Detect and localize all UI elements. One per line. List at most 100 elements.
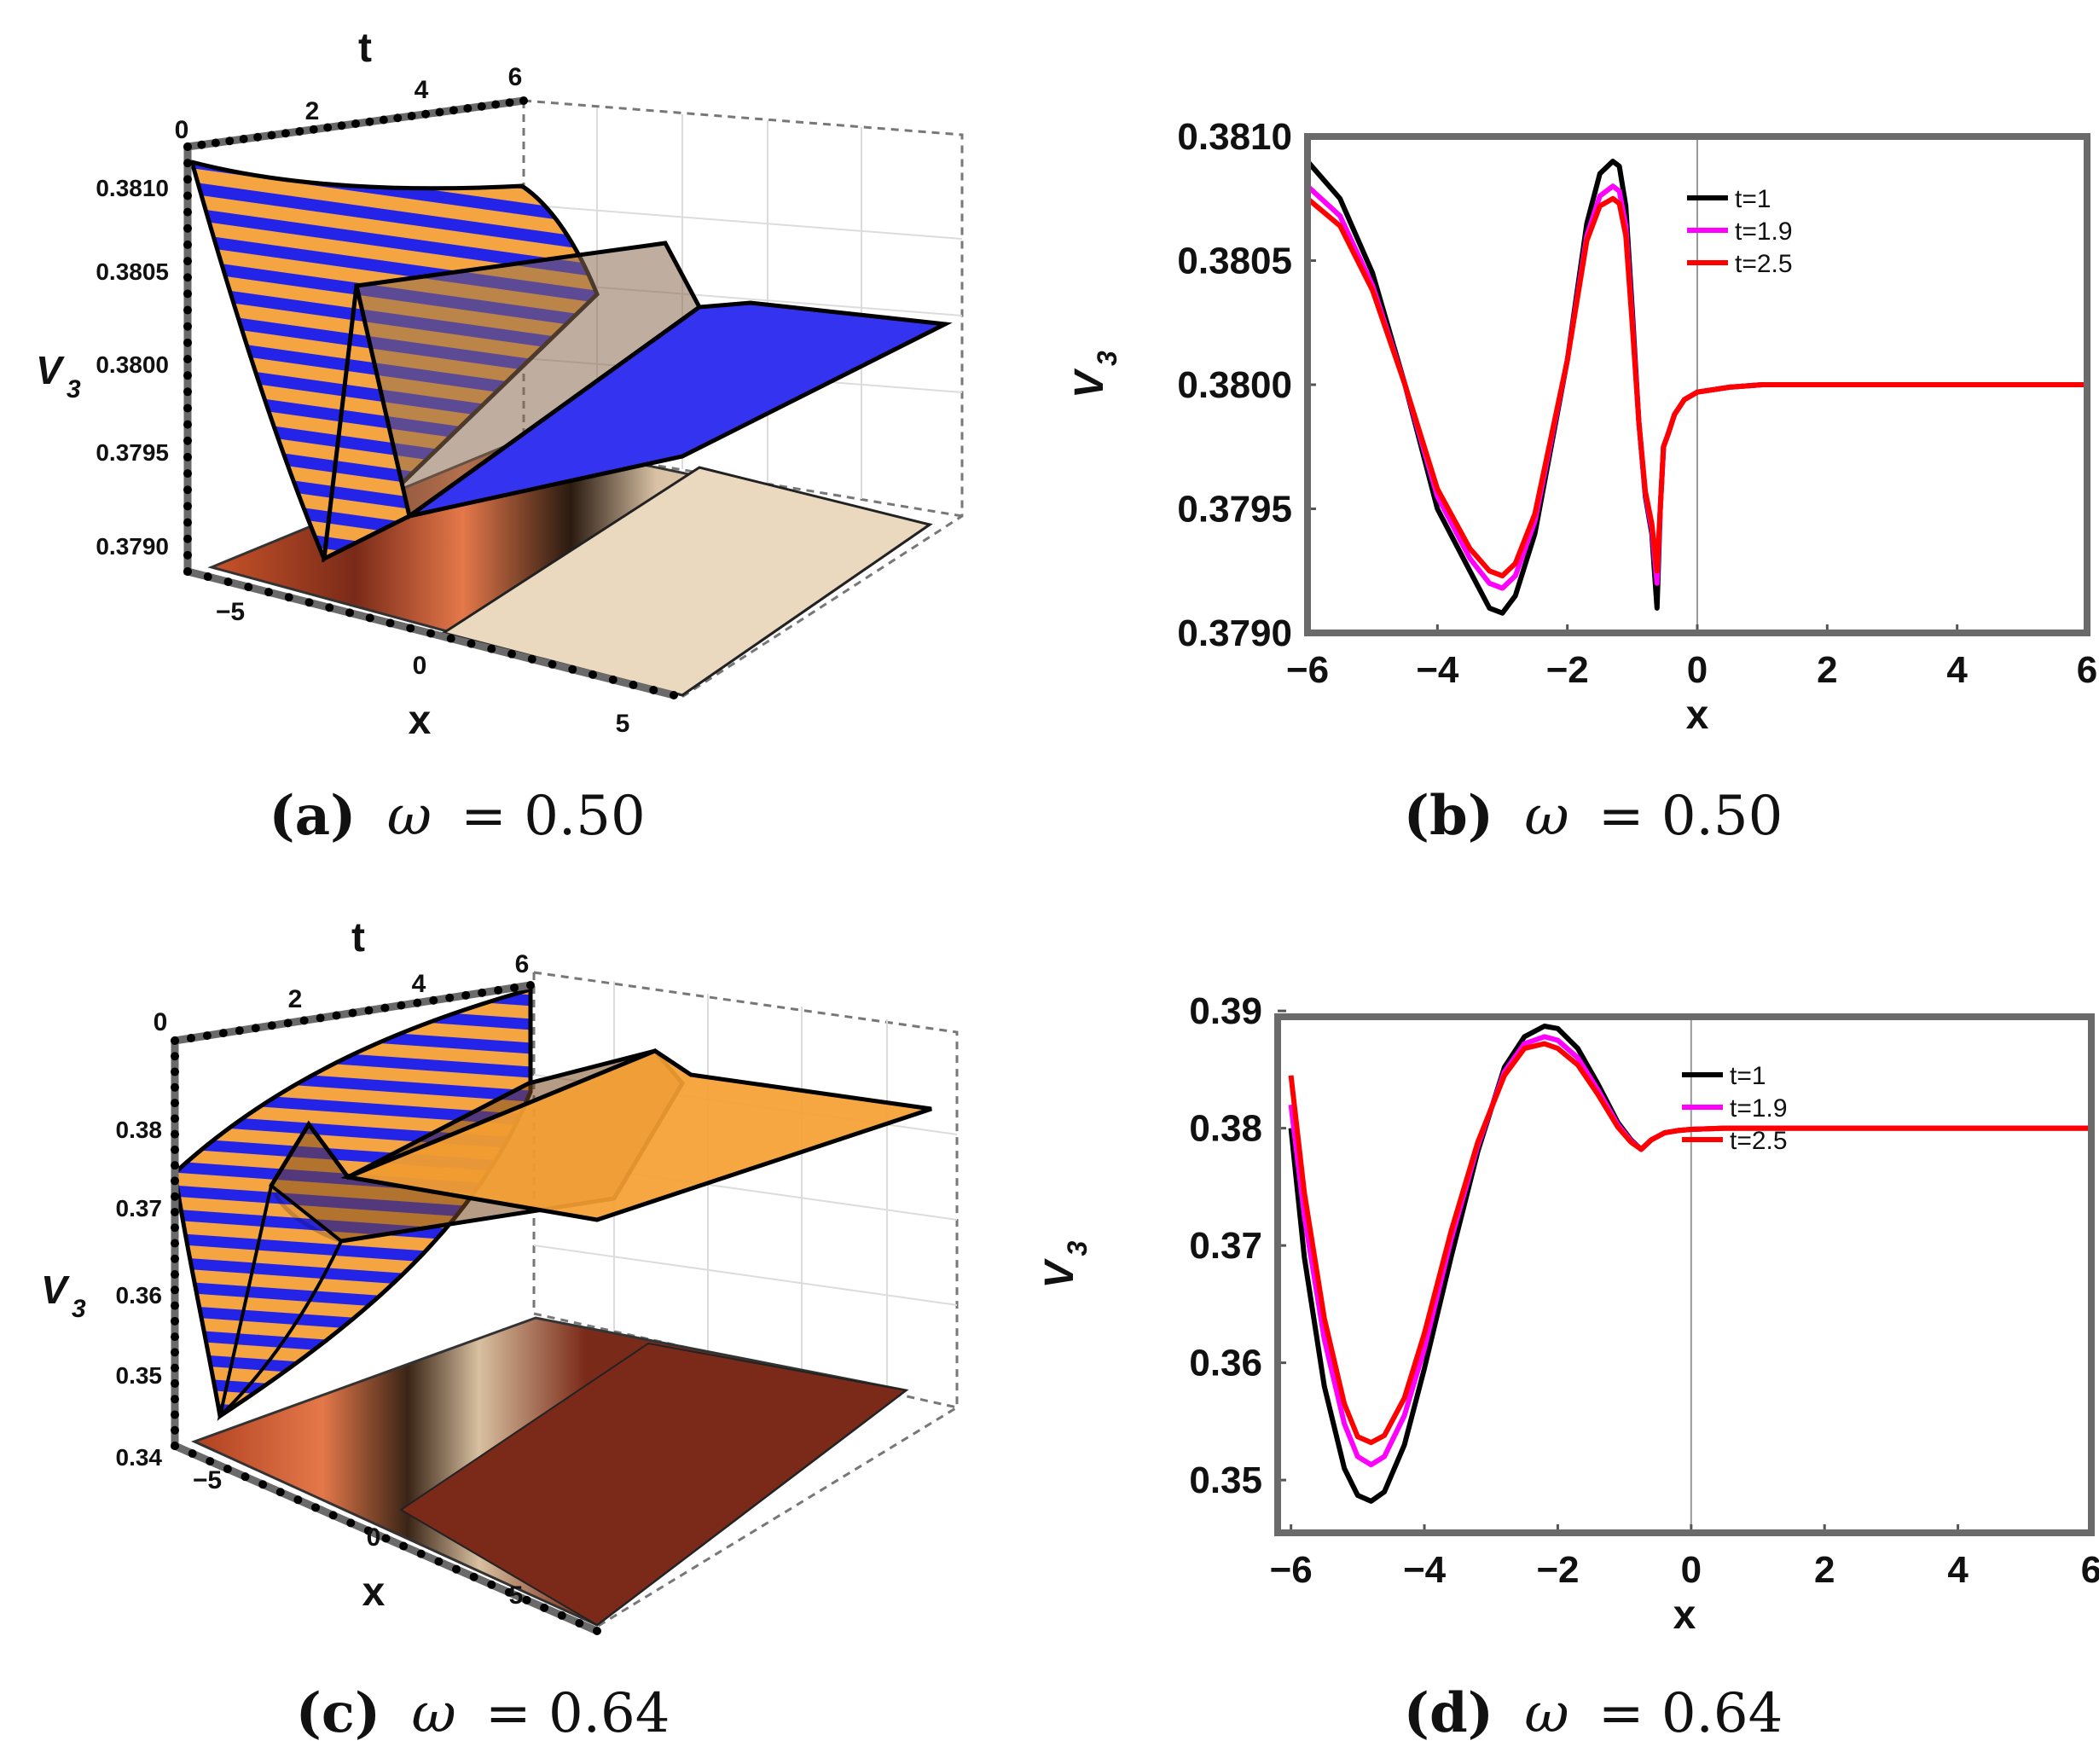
- panel-c-t-tick-dot: [461, 990, 471, 1000]
- panel-c-t-tick-dot: [429, 995, 438, 1005]
- panel-d-y-tick-label: 0.38: [1189, 1108, 1262, 1150]
- caption-c: (c) ω = 0.64: [296, 1681, 670, 1745]
- panel-a-z-tick-dot: [183, 534, 192, 543]
- panel-a-x-tick-dot: [426, 629, 435, 638]
- panel-c-z-tick-dot: [171, 1301, 179, 1310]
- panel-c-z-tick-dot: [171, 1099, 179, 1108]
- panel-a-z-tick-dot: [183, 403, 192, 413]
- panel-c-z-tick: 0.36: [116, 1282, 163, 1308]
- panel-a-x-tick-dot: [345, 608, 354, 618]
- panel-d-x-tick-label: 0: [1681, 1549, 1702, 1591]
- panel-a-t-tick-dot: [491, 100, 501, 109]
- panel-c-x-tick-dot: [487, 1580, 496, 1589]
- panel-a-x-tick-dot: [467, 639, 476, 648]
- panel-a-x-tick-dot: [487, 644, 496, 653]
- panel-d-y-tick-label: 0.36: [1189, 1343, 1262, 1384]
- panel-b-x-tick-label: −4: [1416, 649, 1459, 691]
- panel-c-z-ticks: 0.38 0.37 0.36 0.35 0.34: [116, 1117, 163, 1471]
- panel-c-x-tick-dot: [346, 1518, 356, 1528]
- panel-d-x-tick-label: −2: [1536, 1549, 1579, 1591]
- panel-c-x-ticks: −5 0 5: [193, 1466, 523, 1610]
- panel-a-t-tick-dot: [281, 129, 290, 138]
- caption-c-value: = 0.64: [485, 1682, 670, 1745]
- panel-c-x-tick-dot: [522, 1595, 531, 1604]
- caption-d-value: = 0.64: [1598, 1682, 1783, 1745]
- panel-c-t-tick-dot: [348, 1008, 357, 1018]
- panel-a-t-tick-dot: [337, 121, 346, 131]
- panel-a-t-tick: 4: [415, 76, 429, 104]
- panel-c-t-tick-dot: [267, 1021, 276, 1030]
- panel-c-x-tick-dot: [258, 1480, 268, 1489]
- panel-c-t-tick-dot: [445, 993, 455, 1002]
- panel-c-z-tick-dot: [171, 1114, 179, 1123]
- panel-a-z-tick-dot: [183, 191, 192, 200]
- panel-d-y-tick-label: 0.35: [1189, 1459, 1262, 1501]
- panel-a-x-tick-dot: [507, 649, 516, 659]
- panel-c-x-tick-dot: [223, 1465, 232, 1474]
- panel-a-t-tick-dot: [449, 106, 458, 115]
- panel-c-z-tick-dot: [171, 1395, 179, 1404]
- panel-c-t-tick-dot: [283, 1018, 293, 1028]
- panel-c-z-tick: 0.34: [116, 1444, 163, 1471]
- caption-d-letter: (d): [1404, 1681, 1493, 1745]
- panel-b-y-tick-label: 0.3805: [1177, 241, 1292, 282]
- panel-c-x-tick-dot: [363, 1526, 373, 1535]
- panel-b-x-tick-label: −2: [1546, 649, 1589, 691]
- panel-c-z-tick-dot: [171, 1067, 179, 1076]
- panel-c-t-tick-dot: [364, 1006, 374, 1015]
- panel-a-x-tick-dot: [670, 691, 678, 699]
- panel-a-x-tick-dot: [183, 567, 192, 576]
- panel-b-x-tick-label: 4: [1946, 649, 1968, 691]
- panel-a-t-tick: 2: [305, 97, 320, 125]
- panel-b-line-chart: −6 −4 −2 0 2 4 6 0.3790 0.3795 0.3800 0.3805 0.3810…: [1067, 116, 2097, 738]
- panel-d-y-tick-label: 0.39: [1189, 990, 1262, 1032]
- panel-a-z-tick-dot: [183, 436, 192, 445]
- panel-a-z-tick-dot: [183, 289, 192, 299]
- panel-c-z-tick-dot: [171, 1332, 179, 1342]
- panel-c-z-label-sub: 3: [72, 1295, 86, 1323]
- panel-c-x-tick: 0: [367, 1523, 381, 1552]
- panel-a-z-tick-dot: [183, 159, 192, 168]
- panel-d-line-chart: −6 −4 −2 0 2 4 6 0.35 0.36 0.37 0.38 0.39 t=1 t=1.9 t=…: [1037, 990, 2099, 1638]
- panel-b-x-label: x: [1686, 693, 1709, 738]
- panel-d-legend-label: t=1: [1730, 1062, 1766, 1090]
- caption-d: (d) ω = 0.64: [1404, 1681, 1783, 1745]
- panel-c-x-tick-dot: [293, 1495, 303, 1505]
- panel-a-x-tick-dot: [203, 572, 212, 582]
- panel-c-t-tick-dot: [478, 988, 487, 997]
- panel-a-z-label-sub: 3: [67, 375, 81, 403]
- panel-a-t-tick-dot: [407, 112, 416, 120]
- panel-b-legend-label: t=1: [1735, 185, 1771, 213]
- panel-c-z-label-main: V: [41, 1268, 70, 1312]
- panel-c-x-tick-dot: [188, 1449, 197, 1459]
- panel-c-x-tick-dot: [275, 1488, 285, 1497]
- panel-a-t-tick-dot: [393, 113, 403, 123]
- panel-a-x-tick-dot: [649, 685, 658, 694]
- panel-c-z-label: V 3: [41, 1268, 86, 1323]
- panel-c-z-tick-dot: [171, 1207, 179, 1216]
- panel-c-t-tick-dot: [299, 1016, 309, 1025]
- panel-a-t-tick-dot: [351, 119, 360, 128]
- panel-a-x-label: x: [409, 698, 432, 743]
- panel-c-x-label: x: [362, 1570, 386, 1615]
- panel-d-y-label: V3: [1037, 1241, 1093, 1289]
- panel-c-tick-dots: [171, 981, 601, 1635]
- panel-c-z-tick-dot: [171, 1145, 179, 1154]
- panel-a-t-tick-dot: [253, 132, 263, 142]
- panel-b-x-tick-label: 0: [1687, 649, 1708, 691]
- panel-a-z-tick-dot: [183, 420, 192, 429]
- panel-a-z-tick-dot: [183, 452, 192, 461]
- panel-a-z-tick-dot: [183, 502, 192, 511]
- panel-b-y-tick-label: 0.3795: [1177, 489, 1292, 531]
- panel-a-z-tick-dot: [183, 240, 192, 249]
- panel-a-z-tick-dot: [183, 387, 192, 397]
- panel-b-series-t-2_5: [1306, 195, 2087, 579]
- panel-a-t-tick-dot: [505, 98, 514, 107]
- panel-c-z-tick: 0.35: [116, 1362, 163, 1389]
- panel-a-z-tick-dot: [183, 322, 192, 331]
- panel-a-x-tick-dot: [608, 675, 618, 684]
- panel-a-z-tick-dot: [183, 207, 192, 217]
- panel-b-y-label-sub: 3: [1092, 351, 1122, 366]
- panel-b-x-tick-label: −6: [1286, 649, 1329, 691]
